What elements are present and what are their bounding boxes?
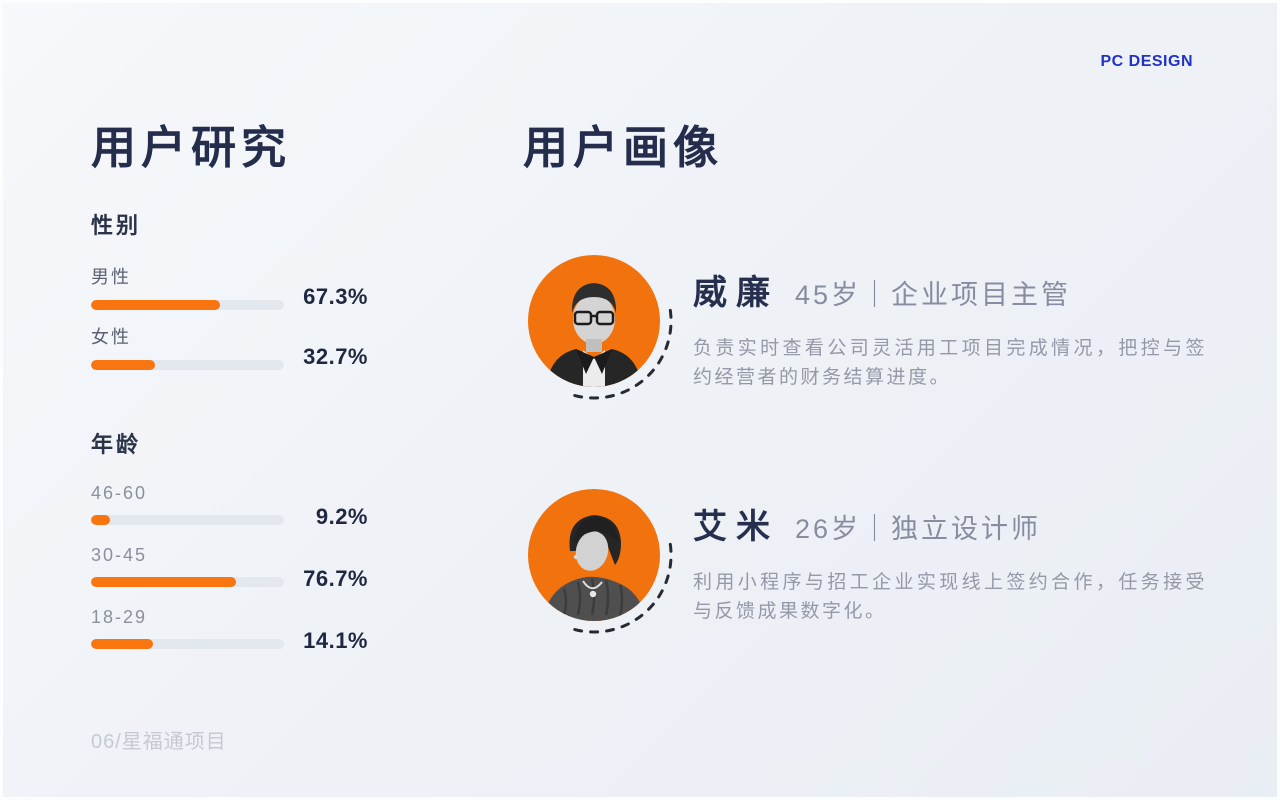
stat-row-male: 男性 67.3% xyxy=(91,263,368,319)
stat-row-30-45: 30-45 76.7% xyxy=(91,545,368,601)
stat-label: 男性 xyxy=(91,267,131,287)
persona-description: 利用小程序与招工企业实现线上签约合作，任务接受与反馈成果数字化。 xyxy=(693,572,1207,622)
persona-description: 负责实时查看公司灵活用工项目完成情况，把控与签约经营者的财务结算进度。 xyxy=(693,338,1207,388)
stat-row-female: 女性 32.7% xyxy=(91,323,368,379)
persona-card-william: 威廉 45岁｜企业项目主管 负责实时查看公司灵活用工项目完成情况，把控与签约经营… xyxy=(523,253,1223,448)
bar-fill xyxy=(91,515,111,525)
avatar xyxy=(528,489,660,621)
persona-meta: 26岁｜独立设计师 xyxy=(795,514,1042,544)
avatar xyxy=(528,255,660,387)
persona-card-amy: 艾米 26岁｜独立设计师 利用小程序与招工企业实现线上签约合作，任务接受与反馈成… xyxy=(523,487,1223,682)
stat-label: 30-45 xyxy=(91,545,148,565)
stat-percentage: 9.2% xyxy=(315,504,368,529)
bar-track xyxy=(91,300,284,310)
bar-track xyxy=(91,360,284,370)
stat-percentage: 67.3% xyxy=(303,284,368,309)
persona-name: 威廉 xyxy=(693,274,779,312)
stat-label: 女性 xyxy=(91,327,131,347)
persona-name-line: 艾米 26岁｜独立设计师 xyxy=(693,499,1041,548)
bar-fill xyxy=(91,300,221,310)
bar-fill xyxy=(91,360,155,370)
page-footer: 06/星福通项目 xyxy=(91,731,227,753)
brand-badge: PC DESIGN xyxy=(1100,53,1193,70)
male-portrait-icon xyxy=(546,283,642,387)
female-portrait-icon xyxy=(542,515,646,621)
persona-name-line: 威廉 45岁｜企业项目主管 xyxy=(693,265,1071,314)
section-label-gender: 性别 xyxy=(91,213,142,238)
bar-track xyxy=(91,577,284,587)
stat-row-46-60: 46-60 9.2% xyxy=(91,483,368,539)
section-label-age: 年龄 xyxy=(91,432,142,457)
stat-label: 18-29 xyxy=(91,607,148,627)
persona-meta: 45岁｜企业项目主管 xyxy=(795,280,1072,310)
stat-percentage: 76.7% xyxy=(303,566,368,591)
stat-row-18-29: 18-29 14.1% xyxy=(91,607,368,663)
bar-fill xyxy=(91,577,236,587)
stat-percentage: 32.7% xyxy=(303,344,368,369)
personas-title: 用户画像 xyxy=(523,122,724,174)
research-title: 用户研究 xyxy=(91,122,292,174)
persona-name: 艾米 xyxy=(693,508,779,546)
bar-fill xyxy=(91,639,153,649)
stat-percentage: 14.1% xyxy=(303,628,368,653)
stat-label: 46-60 xyxy=(91,483,148,503)
bar-track xyxy=(91,515,284,525)
bar-track xyxy=(91,639,284,649)
